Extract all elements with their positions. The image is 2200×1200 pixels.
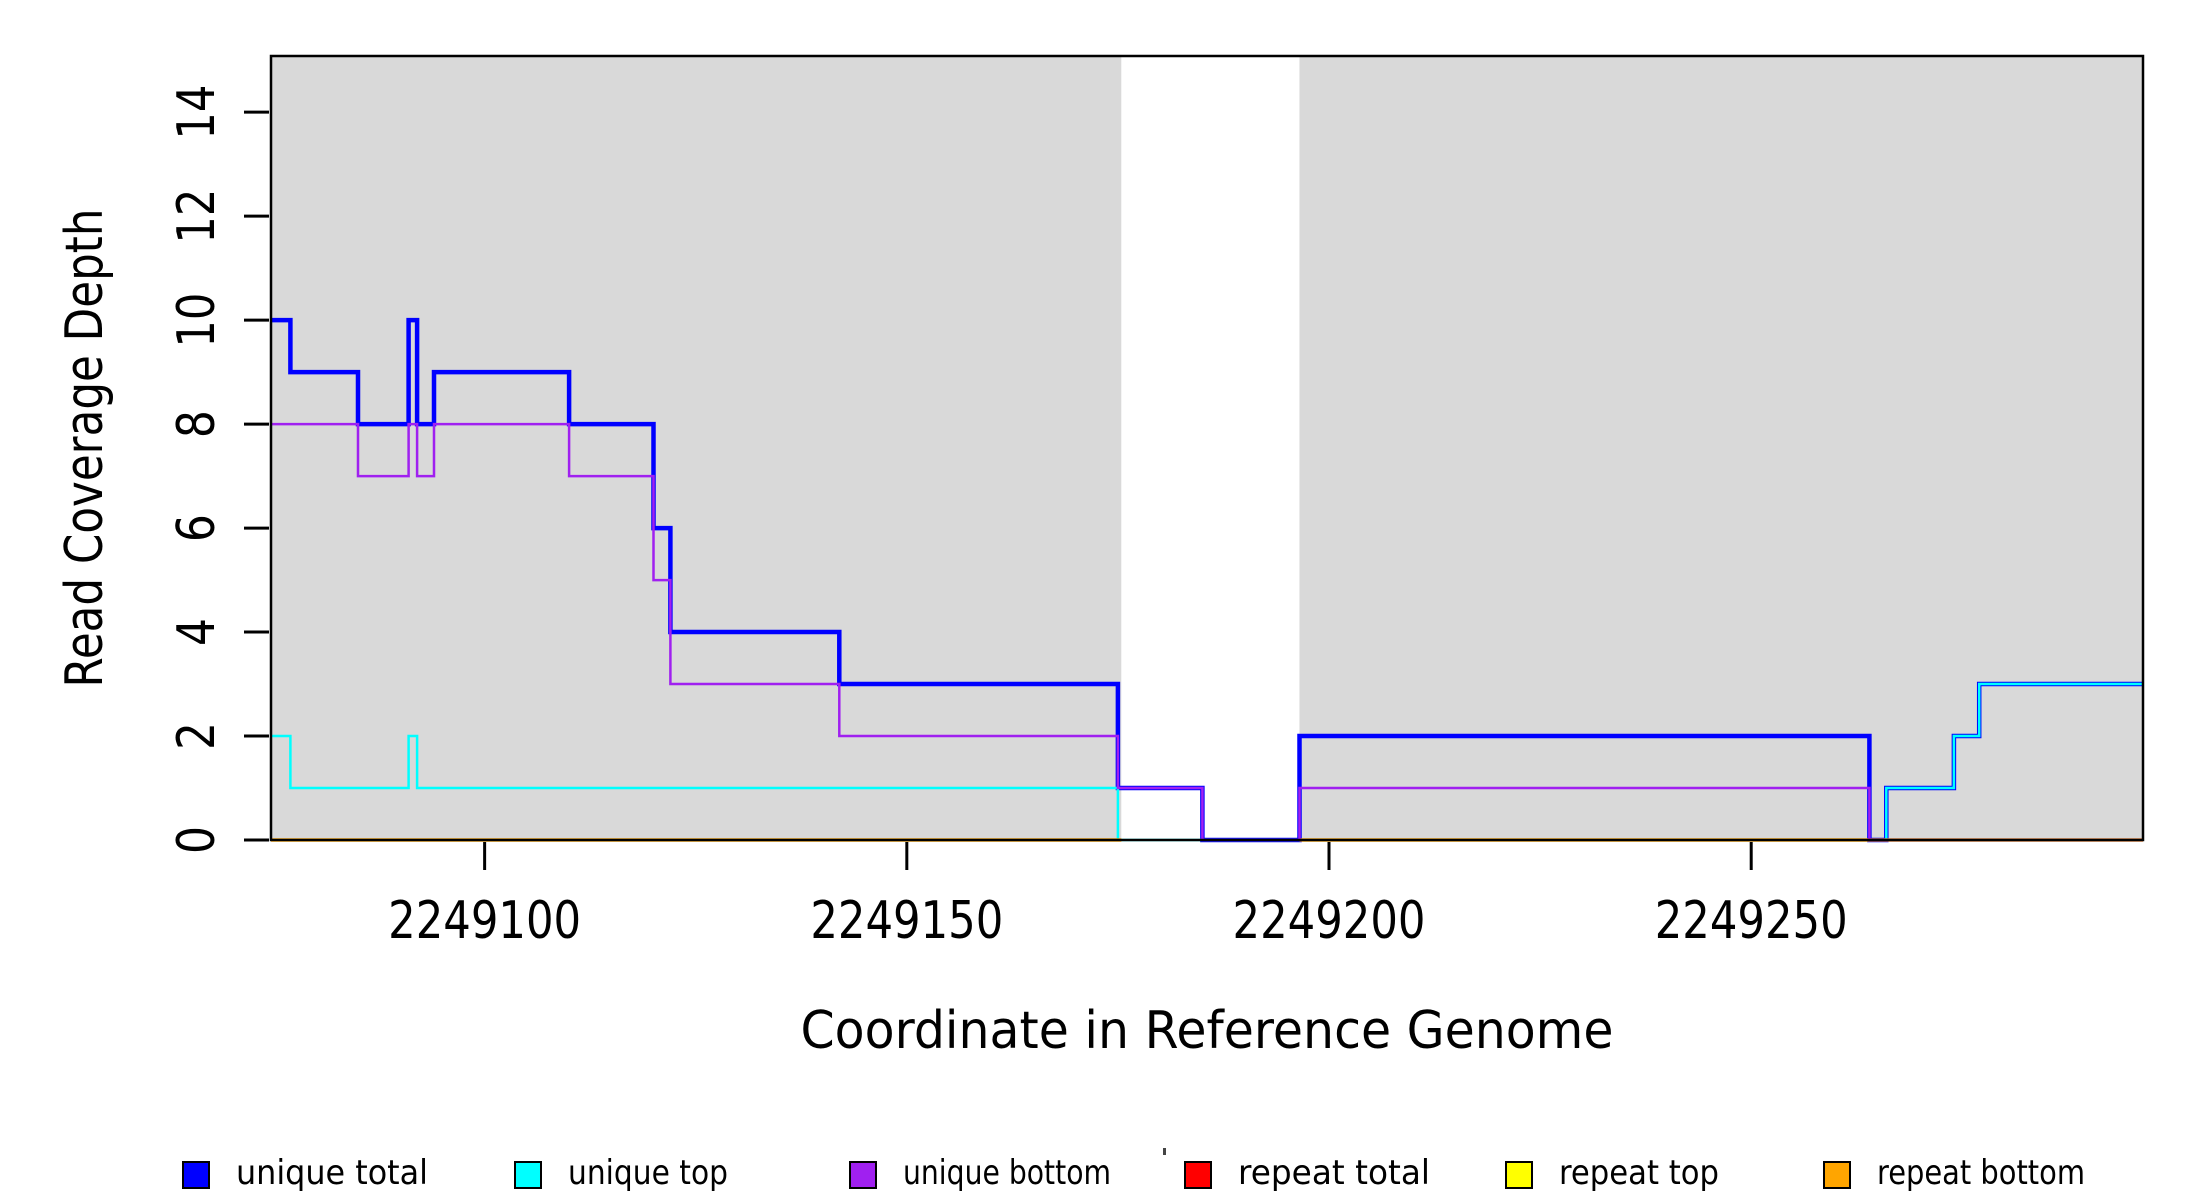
legend-swatch-repeat-total — [1184, 1161, 1212, 1189]
legend-label-unique-top: unique top — [568, 1153, 728, 1193]
legend-label-unique-bottom: unique bottom — [903, 1153, 1111, 1193]
x-axis-title: Coordinate in Reference Genome — [801, 1001, 1614, 1061]
shaded-region-1 — [271, 56, 1122, 840]
y-tick-label: 4 — [167, 618, 227, 646]
legend-label-unique-total: unique total — [236, 1153, 428, 1193]
legend-swatch-unique-total — [182, 1161, 210, 1189]
y-tick-label: 0 — [167, 826, 227, 854]
x-tick-label: 2249150 — [810, 891, 1003, 951]
legend-label-repeat-bottom: repeat bottom — [1877, 1153, 2085, 1193]
plot-border-box — [269, 54, 2145, 842]
y-tick-label: 12 — [167, 189, 227, 244]
y-tick-label: 14 — [167, 85, 227, 140]
x-tick-label: 2249250 — [1655, 891, 1848, 951]
y-tick-label: 2 — [167, 722, 227, 750]
y-tick-label: 8 — [167, 410, 227, 438]
legend-swatch-repeat-bottom — [1823, 1161, 1851, 1189]
legend-swatch-unique-top — [514, 1161, 542, 1189]
stray-mark — [1163, 1148, 1166, 1155]
y-axis-title: Read Coverage Depth — [55, 208, 115, 687]
x-tick-label: 2249200 — [1233, 891, 1426, 951]
x-tick-label: 2249100 — [388, 891, 581, 951]
y-tick-label: 10 — [167, 293, 227, 348]
legend-swatch-repeat-top — [1505, 1161, 1533, 1189]
y-tick-label: 6 — [167, 514, 227, 542]
legend-label-repeat-top: repeat top — [1559, 1153, 1719, 1193]
legend-swatch-unique-bottom — [849, 1161, 877, 1189]
series-line-unique-top — [271, 682, 2143, 842]
shaded-region-2 — [1299, 56, 2143, 840]
legend-label-repeat-total: repeat total — [1238, 1153, 1430, 1193]
